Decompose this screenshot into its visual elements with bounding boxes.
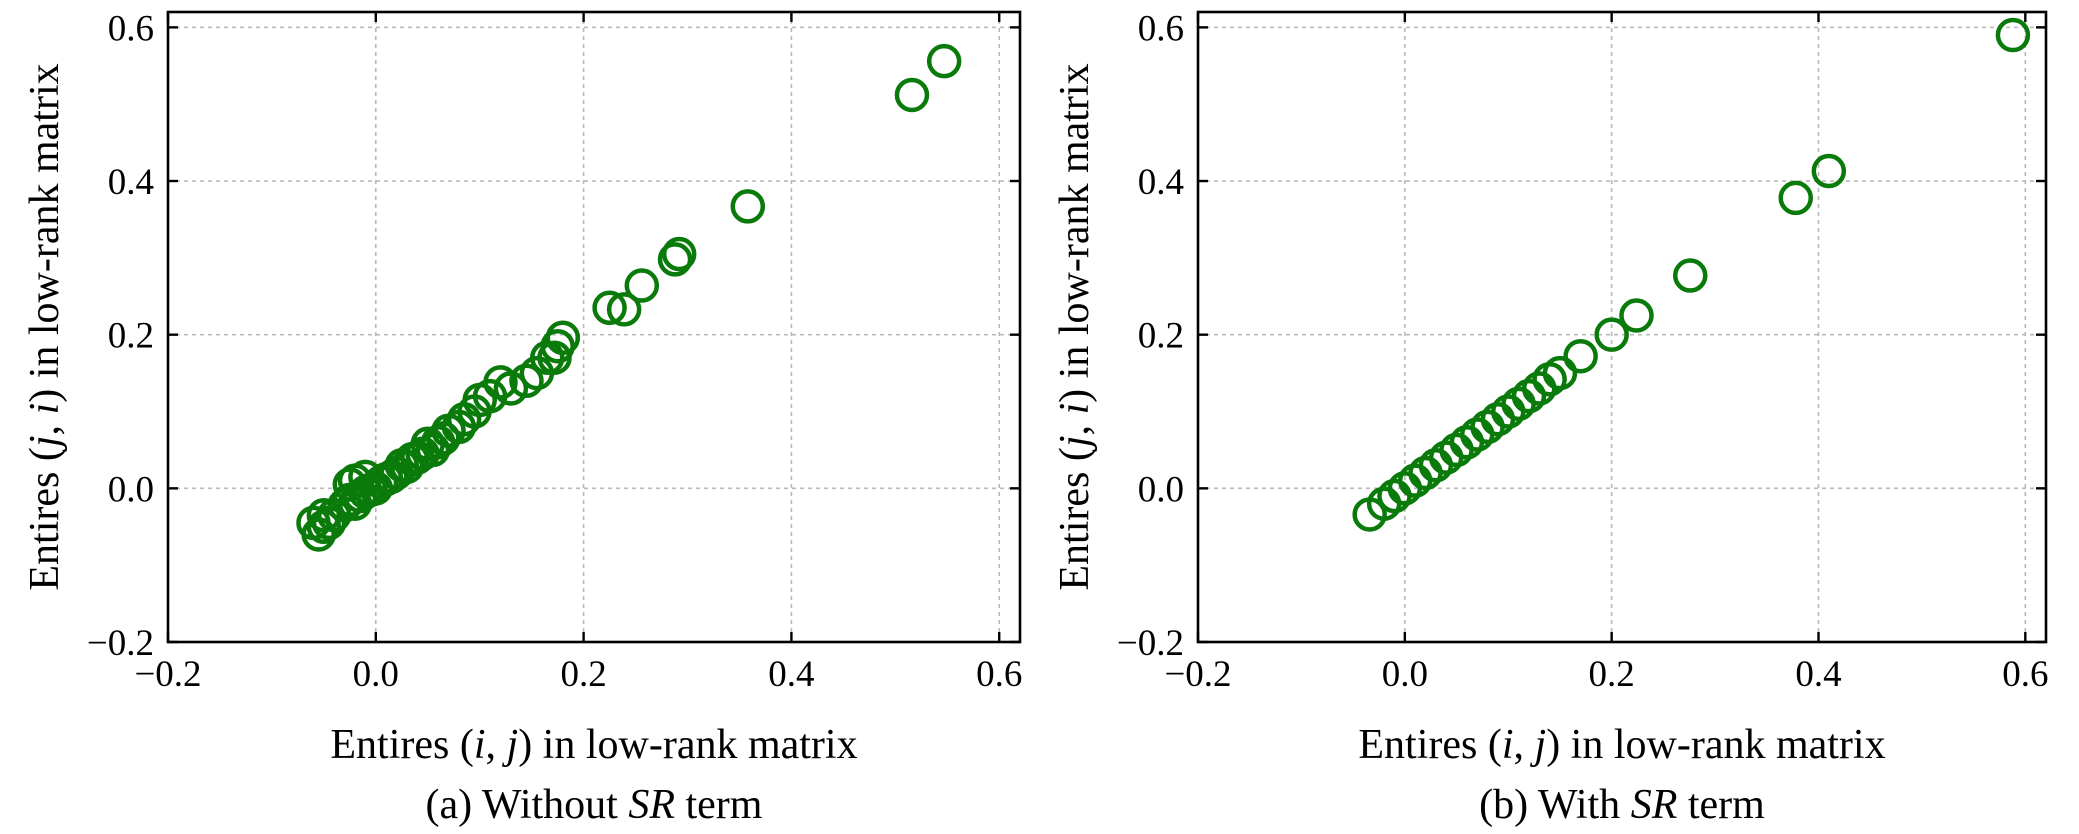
data-point [296,505,331,541]
data-point [519,355,555,391]
y-axis-label: Entires (j, i) in low-rank matrix [22,63,68,590]
x-tick-label: 0.2 [560,654,606,695]
x-tick-label: 0.2 [1589,654,1635,695]
data-point [1377,478,1412,514]
plot-frame [1196,10,2048,644]
data-point [311,505,347,541]
y-tick-label: 0.2 [108,316,154,357]
data-point [1594,317,1629,352]
data-point [348,459,383,495]
y-axis-label: Entires (j, i) in low-rank matrix [1052,63,1098,590]
data-point [1995,17,2031,53]
x-axis-label: Entires (i, j) in low-rank matrix [330,722,857,768]
plot-frame [166,10,1022,644]
data-point [661,236,697,272]
data-point [1811,153,1847,189]
panel-a: −0.2 0.0 0.2 0.4 0.6 −0.2 0.0 0.2 0.4 0.6 Entires … [22,8,1022,828]
y-tick-label: 0.2 [1138,316,1184,357]
y-tick-label: 0.6 [1138,8,1184,49]
panel-caption: (b) With SR term [1479,782,1765,828]
panel-b: −0.2 0.0 0.2 0.4 0.6 −0.2 0.0 0.2 0.4 0.6 Entires … [1052,8,2048,828]
y-tick-label: −0.2 [87,623,154,664]
y-tick-label: 0.6 [108,8,154,49]
data-point [1532,361,1567,397]
y-tick-label: 0.0 [1138,469,1184,510]
y-tick-label: 0.4 [108,162,154,203]
y-tick-label: −0.2 [1117,623,1184,664]
x-tick-label: 0.6 [976,654,1022,695]
x-tick-label: 0.0 [353,654,399,695]
x-tick-label: 0.4 [1795,654,1841,695]
data-point [1673,258,1708,293]
data-point [1352,497,1387,532]
data-point [657,242,693,277]
data-point [606,292,642,327]
x-axis-label: Entires (i, j) in low-rank matrix [1358,722,1885,768]
x-tick-label: −0.2 [134,654,201,695]
data-point [1619,298,1654,333]
data-point [1563,338,1598,374]
y-tick-label: 0.4 [1138,162,1184,203]
data-point [926,43,962,79]
y-tick-label: 0.0 [108,469,154,510]
data-point [592,290,627,326]
data-point [306,497,342,533]
data-point [894,77,930,113]
panel-caption: (a) Without SR term [426,782,763,828]
data-point [730,189,766,224]
x-tick-label: 0.0 [1382,654,1428,695]
data-point [1778,180,1813,216]
x-tick-label: 0.6 [2002,654,2048,695]
x-tick-label: 0.4 [768,654,814,695]
data-point [624,268,660,303]
x-tick-label: −0.2 [1164,654,1231,695]
